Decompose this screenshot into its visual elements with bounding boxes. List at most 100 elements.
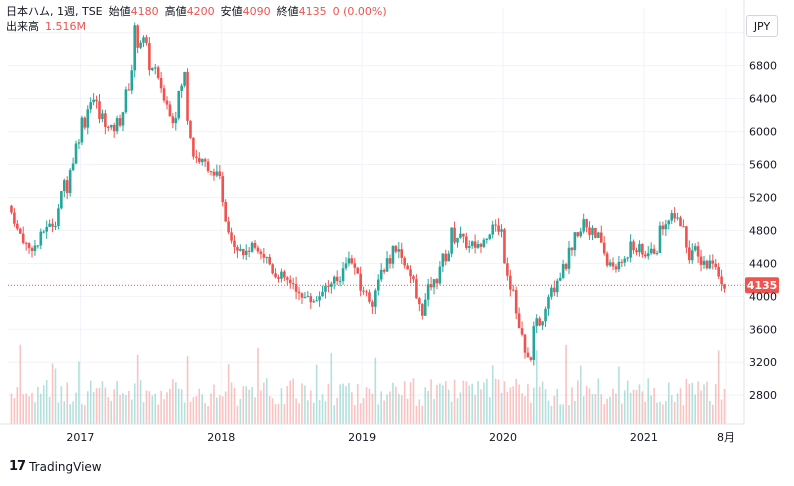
volume-bar [31,392,33,424]
currency-button[interactable]: JPY [746,15,778,37]
time-axis[interactable]: 2017 2018 2019 2020 2021 8月 [0,423,744,444]
candle-body [670,213,674,221]
volume-bar [16,387,19,424]
symbol-title[interactable]: 日本ハム, 1週, TSE [6,5,103,18]
volume-bar [717,350,720,424]
price-axis[interactable]: 2800 3200 3600 4000 4400 4800 5200 5600 6000 6400… [743,0,777,424]
volume-bar [189,401,192,424]
volume-bar [42,385,45,424]
candle-body [453,227,456,243]
volume-bar [172,379,174,424]
volume-bar [427,390,429,424]
candle-body [338,281,342,283]
candle-body [277,277,280,279]
volume-bar [356,383,359,424]
candle-body [221,176,225,203]
volume-bar [383,400,385,424]
volume-bar [195,395,198,424]
volume-bar [380,391,383,424]
candle-body [649,248,653,254]
candle-body [385,258,389,272]
volume-bar [54,368,57,424]
volume-bar [691,382,694,424]
candle-body [315,300,318,302]
candle-body [189,120,192,138]
candle-body [473,241,477,248]
volume-bar [442,385,444,424]
volume-bar [541,381,544,424]
volume-bar [333,405,336,424]
candle-body [168,104,172,117]
candles [10,22,726,366]
volume-bar [122,393,124,424]
candle-body [212,171,216,176]
candle-body [426,284,430,300]
volume-bar [412,378,415,424]
candle-body [664,224,668,230]
volume-bar [377,404,380,424]
candle-body [520,328,524,335]
candle-body [582,219,585,232]
volume-bar [95,388,98,424]
volume-bar [389,391,391,424]
volume-bar [518,384,520,424]
volume-bar [280,388,283,424]
volume-bar [588,388,591,424]
candle-body [723,284,726,289]
volume-bar [468,385,471,424]
candle-body [588,227,591,235]
candle-body [450,227,453,254]
volume-bar [497,379,500,424]
volume-bar [219,395,221,424]
volume-bar [612,388,614,424]
candle-body [374,290,377,307]
candle-body [107,126,110,128]
candle-body [45,226,48,232]
volume-bar [577,380,579,424]
volume-bar [430,379,432,424]
tradingview-logo[interactable]: 17 TradingView [9,459,102,474]
candle-body [711,260,715,264]
volume-bar [268,395,271,424]
candle-body [118,118,122,126]
volume-bar [503,381,506,424]
volume-bar [130,399,133,424]
volume-bar [667,382,670,424]
volume-bar [216,397,218,424]
candle-body [300,293,304,298]
candle-body [626,257,629,259]
candle-body [368,292,371,302]
candle-body [324,286,327,292]
candle-body [661,225,665,230]
volume-bar [591,394,594,424]
candle-body [494,224,497,226]
volume-bar [136,354,139,424]
price-tick-label: 5600 [749,159,777,172]
candle-body [344,263,348,269]
volume-bar [242,386,245,424]
candle-body [376,279,380,291]
volume-bar [236,405,239,424]
candle-body [644,254,647,257]
candle-body [92,99,95,103]
candle-body [332,276,336,284]
volume-bar [10,393,13,424]
volume-bar [25,393,27,424]
volume-bar [433,399,435,424]
candle-body [573,232,577,251]
volume-bar [483,382,485,424]
candle-body [541,321,544,326]
price-tick-label: 3600 [749,323,777,336]
change-value: 0 (0.00%) [332,5,387,18]
candle-body [444,253,448,262]
volume-bar [28,396,30,424]
volume-bar [673,401,676,424]
candle-body [151,67,154,71]
volume-bar [133,383,136,424]
candle-body [506,263,509,276]
candle-body [702,260,706,265]
volume-bar [60,386,63,424]
volume-bar [342,383,344,424]
volume-bar [494,378,497,424]
